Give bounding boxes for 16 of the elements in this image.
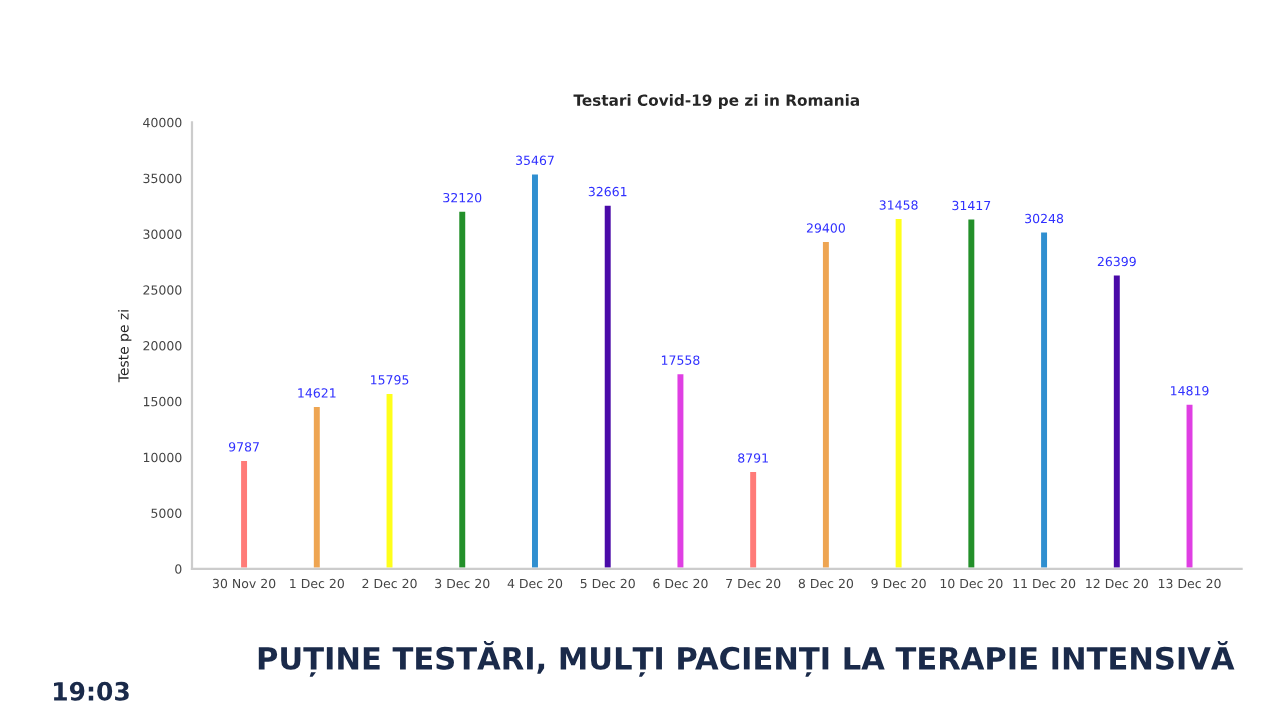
text: 19:03 [54, 681, 129, 701]
bar [456, 208, 469, 569]
bar [965, 216, 978, 569]
bar [1038, 229, 1050, 569]
bar [311, 404, 323, 569]
text: PUȚINE TESTĂRI, MULȚI PACIENȚI LA TERAPIE INTENSIVĂ [258, 640, 1235, 677]
bar [674, 371, 687, 569]
bar [747, 469, 759, 569]
bar [820, 239, 832, 569]
bar [238, 458, 250, 569]
bar [383, 391, 396, 569]
bar [1183, 402, 1196, 569]
bar [892, 216, 905, 569]
bar [529, 171, 541, 569]
bar [1111, 272, 1123, 569]
bar [601, 202, 614, 569]
